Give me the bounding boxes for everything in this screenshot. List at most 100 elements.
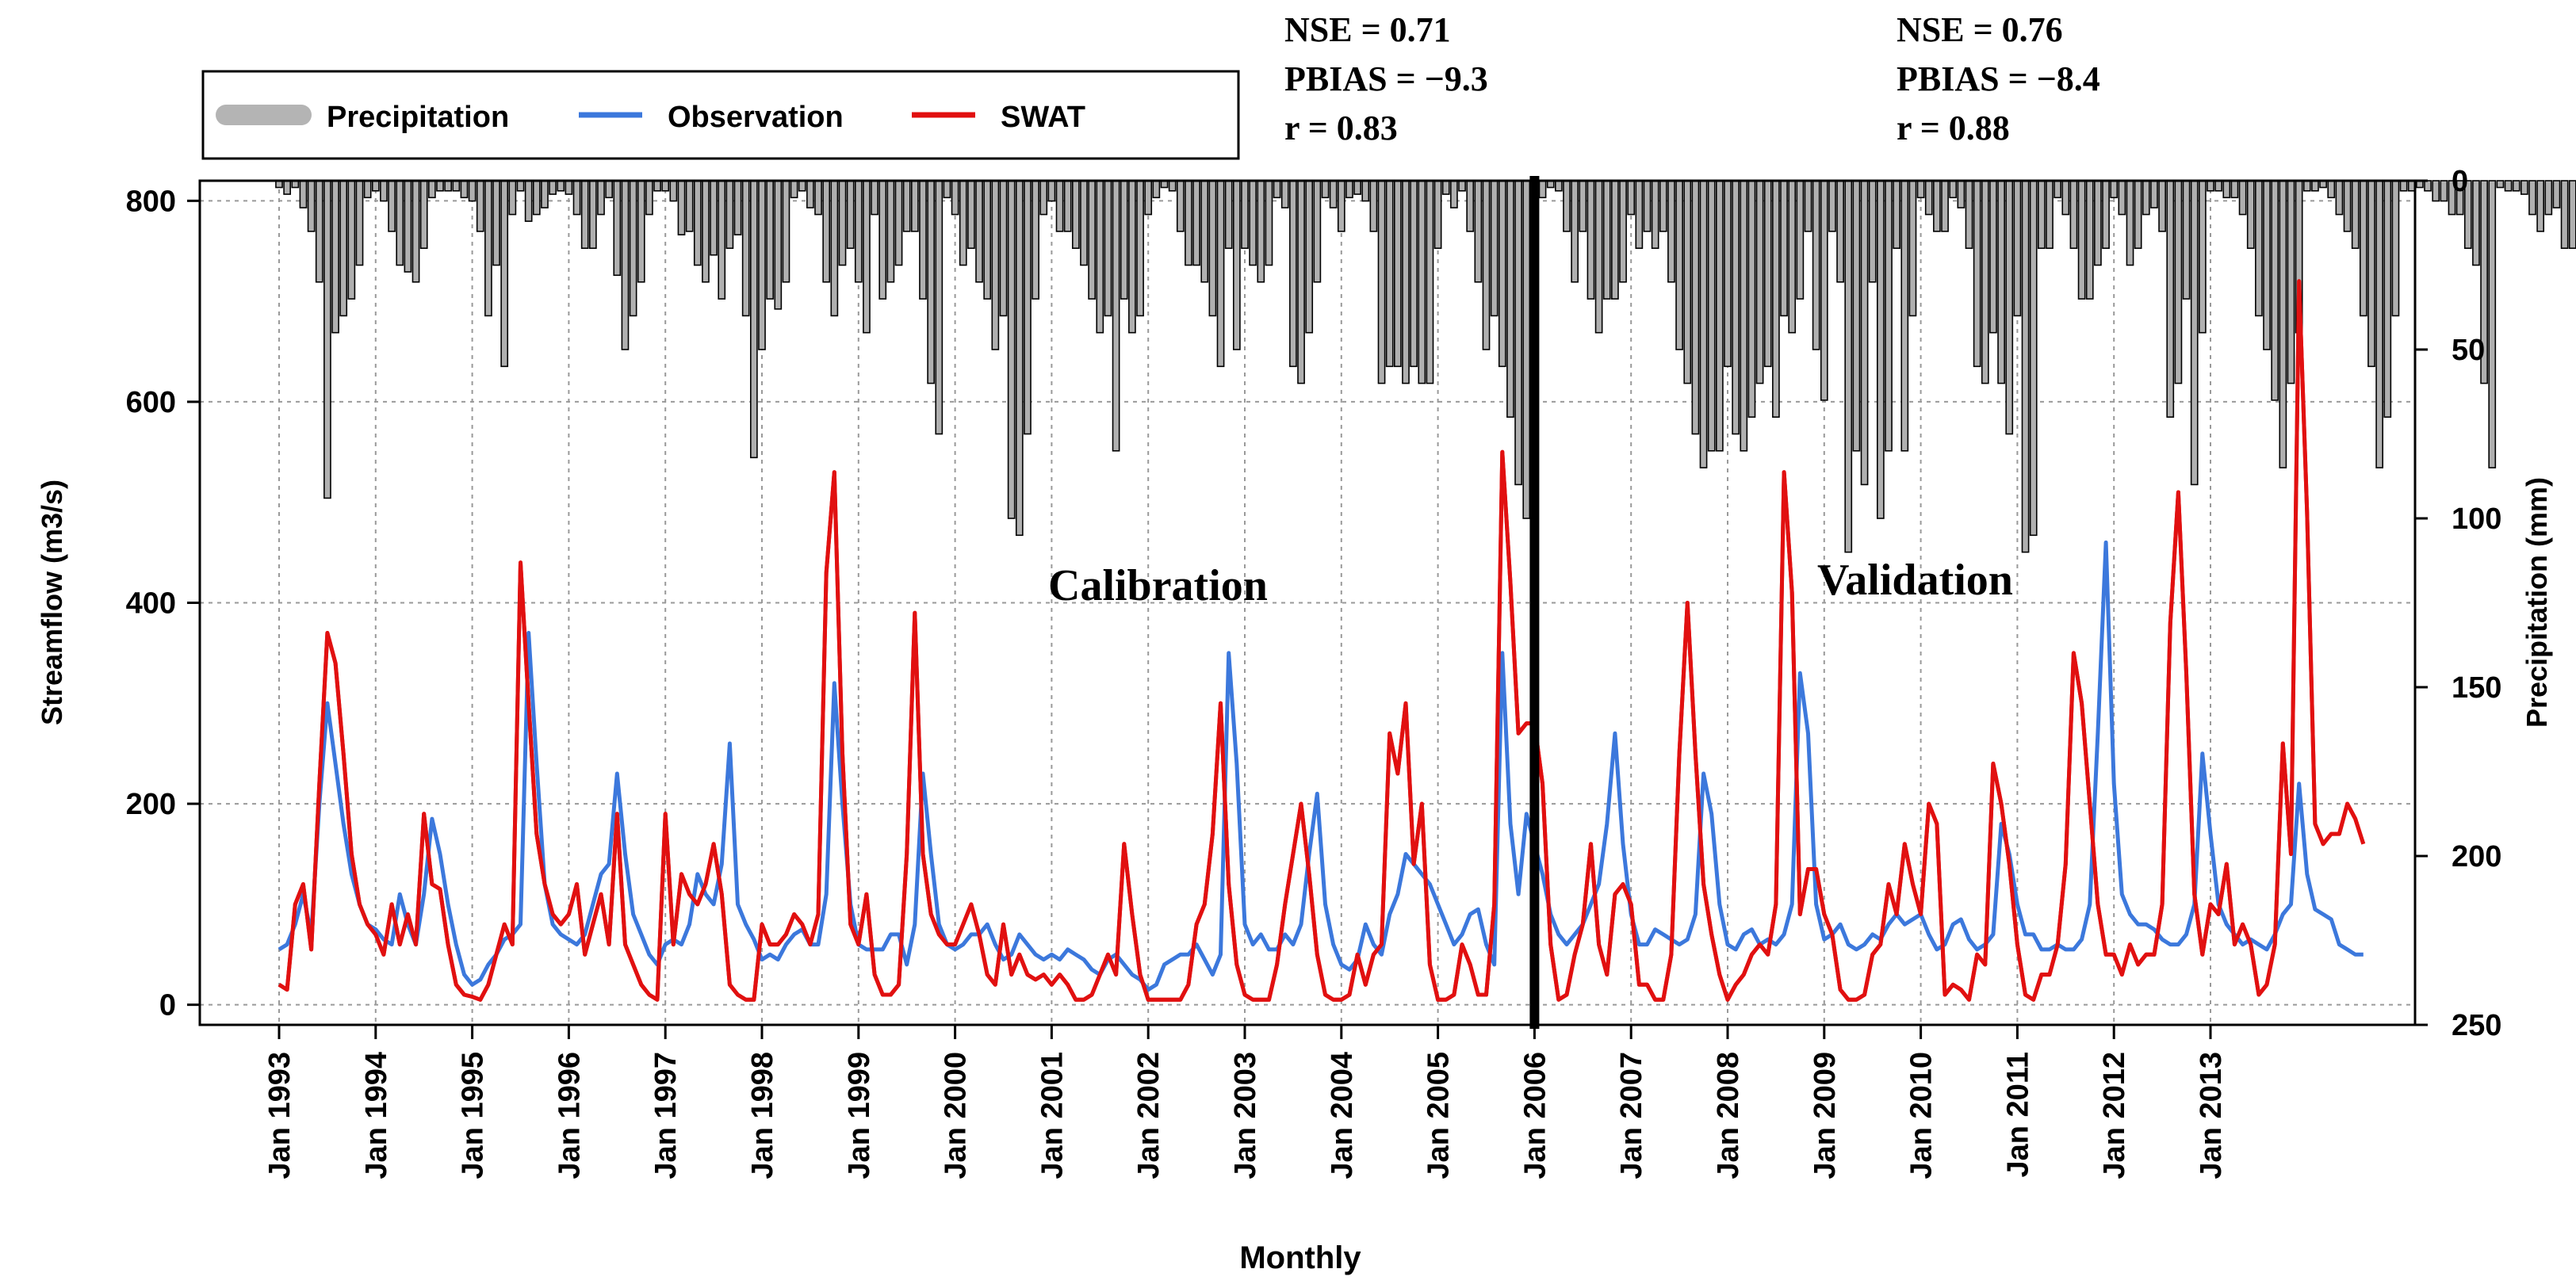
precipitation-bar <box>323 180 331 499</box>
precipitation-bar <box>661 180 670 192</box>
x-tick-label: Jan 2001 <box>1035 1052 1069 1179</box>
precipitation-bar <box>677 180 686 235</box>
precipitation-bar <box>572 180 581 216</box>
precipitation-bar <box>2037 180 2046 249</box>
precipitation-bar <box>524 180 533 222</box>
precipitation-bar <box>1369 180 1378 232</box>
precipitation-bar <box>1024 180 1032 435</box>
precipitation-bar <box>1924 180 1933 216</box>
precipitation-bar <box>2238 180 2247 216</box>
precipitation-bar <box>1007 180 1016 519</box>
legend-box <box>201 70 1240 160</box>
precipitation-bar <box>1659 180 1667 232</box>
precipitation-bar <box>557 180 565 192</box>
precipitation-bar <box>1981 180 1989 384</box>
precipitation-bar <box>645 180 653 216</box>
precipitation-bar <box>1071 180 1080 249</box>
precipitation-bar <box>2327 180 2336 199</box>
precipitation-bar <box>436 180 444 192</box>
precipitation-bar <box>1321 180 1330 199</box>
precipitation-bar <box>2054 180 2062 199</box>
precipitation-bar <box>1152 180 1161 199</box>
precipitation-bar <box>2488 180 2497 468</box>
precipitation-bar <box>629 180 637 317</box>
precipitation-bar <box>1643 180 1652 232</box>
legend-label-swat: SWAT <box>1001 101 1085 134</box>
precipitation-bar <box>444 180 453 192</box>
precipitation-bar <box>1297 180 1305 384</box>
precipitation-bar <box>1176 180 1185 232</box>
precipitation-bar <box>2359 180 2367 317</box>
precipitation-bar <box>2214 180 2223 192</box>
calibration-pbias: PBIAS = −9.3 <box>1284 59 1488 98</box>
precipitation-bar <box>1482 180 1491 350</box>
precipitation-bar <box>2544 180 2553 216</box>
y-right-tick-label: 150 <box>2452 671 2501 705</box>
x-tick-label: Jan 1994 <box>360 1052 393 1179</box>
precipitation-bar <box>1032 180 1039 300</box>
precipitation-bar <box>1844 180 1853 553</box>
precipitation-bar <box>871 180 878 216</box>
precipitation-bar <box>1579 180 1587 232</box>
precipitation-bar <box>1112 180 1120 452</box>
precipitation-bar <box>2118 180 2126 216</box>
precipitation-bar <box>1192 180 1200 266</box>
precipitation-bar <box>758 180 766 350</box>
precipitation-bar <box>516 180 525 192</box>
precipitation-bar <box>790 180 798 199</box>
precipitation-bar <box>653 180 661 192</box>
precipitation-bar <box>1249 180 1257 266</box>
precipitation-bar <box>1571 180 1579 283</box>
precipitation-bar <box>1039 180 1048 216</box>
precipitation-bar <box>371 180 380 192</box>
precipitation-bar <box>830 180 839 317</box>
precipitation-bar <box>967 180 975 249</box>
precipitation-bar <box>1635 180 1644 249</box>
precipitation-bar <box>2287 180 2295 384</box>
precipitation-bar <box>1780 180 1788 317</box>
precipitation-bar <box>468 180 477 202</box>
precipitation-bar <box>500 180 509 368</box>
x-tick-label: Jan 2002 <box>1132 1052 1166 1179</box>
swat-line <box>278 279 2366 1002</box>
precipitation-bar <box>2302 180 2311 192</box>
precipitation-bar <box>580 180 589 249</box>
validation-r: r = 0.88 <box>1897 109 2010 147</box>
x-tick-label: Jan 2003 <box>1229 1052 1262 1179</box>
precipitation-bar <box>411 180 420 283</box>
precipitation-bar <box>814 180 822 216</box>
precipitation-bar <box>492 180 500 266</box>
precipitation-bar <box>991 180 1000 350</box>
precipitation-bar <box>1619 180 1627 283</box>
precipitation-bar <box>2246 180 2255 249</box>
precipitation-bar <box>1063 180 1072 232</box>
precipitation-bar <box>1441 180 1450 195</box>
precipitation-bar <box>2005 180 2014 435</box>
precipitation-bar <box>1691 180 1700 435</box>
y-left-tick-label: 0 <box>159 989 176 1022</box>
calibration-label: Calibration <box>1048 561 1268 610</box>
precipitation-bar <box>427 180 436 199</box>
precipitation-bar <box>902 180 911 232</box>
precipitation-bar <box>1900 180 1909 452</box>
precipitation-bar <box>2528 180 2536 216</box>
precipitation-bar <box>1377 180 1386 384</box>
precipitation-bar <box>2255 180 2263 317</box>
precipitation-bar <box>2061 180 2070 216</box>
precipitation-bar <box>1393 180 1402 368</box>
precipitation-bar <box>1096 180 1104 334</box>
precipitation-bar <box>702 180 710 283</box>
precipitation-bar <box>2367 180 2375 368</box>
precipitation-bar <box>894 180 903 266</box>
precipitation-bar <box>1587 180 1595 300</box>
precipitation-bar <box>1651 180 1659 249</box>
precipitation-bar <box>2343 180 2352 232</box>
precipitation-bars <box>275 180 2576 553</box>
precipitation-bar <box>782 180 790 283</box>
y-right-tick-label: 250 <box>2452 1009 2501 1042</box>
precipitation-bar <box>452 180 461 192</box>
precipitation-bar <box>1224 180 1233 249</box>
precipitation-bar <box>983 180 992 300</box>
validation-label: Validation <box>1817 556 2013 605</box>
precipitation-bar <box>1337 180 1345 232</box>
